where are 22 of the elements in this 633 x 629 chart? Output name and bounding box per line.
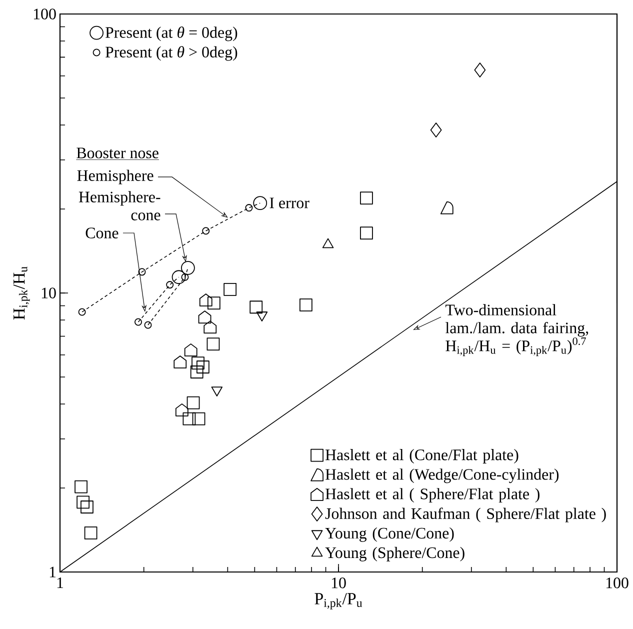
legend-label: Haslett et al (Wedge/Cone-cylinder) <box>325 468 559 484</box>
x-tick-label: 1 <box>57 578 64 588</box>
annotation: Hemisphere <box>77 170 154 184</box>
y-axis-title: H$_{i,pk}$/H$_{u}$ <box>13 266 30 320</box>
y-tick-label: 100 <box>34 8 56 20</box>
y-tick-label: 10 <box>42 288 56 298</box>
legend-label: Young (Sphere/Cone) <box>325 546 464 562</box>
legend-label: Present (at θ > 0deg) <box>106 46 238 61</box>
annotation: Cone <box>86 228 118 238</box>
text: Two-dimensional lam./lam. data fairing, H$_{i,pk}$/H$_{u}$ = (P$_{i,pk}$/P$_{u}$)$^{0.7}$ <box>445 304 588 356</box>
x-tick-label: 100 <box>606 578 628 588</box>
y-tick-label: 1 <box>50 566 56 578</box>
x-axis-title: P$_{i,pk}$/P$_{u}$ <box>314 593 362 610</box>
legend-label: Johnson and Kaufman ( Sphere/Flat plate ) <box>325 508 606 522</box>
annotation: Hemisphere-cone <box>78 191 160 220</box>
legend-label: Haslett et al (Cone/Flat plate) <box>325 449 518 464</box>
annotation: Booster nose <box>76 148 158 158</box>
annotation: I error <box>270 198 310 208</box>
legend-label: Young (Cone/Cone) <box>325 527 454 542</box>
legend-label: Haslett et al ( Sphere/Flat plate ) <box>325 488 540 503</box>
x-tick-label: 10 <box>332 578 346 588</box>
legend-label: Present (at θ = 0deg) <box>106 26 238 42</box>
